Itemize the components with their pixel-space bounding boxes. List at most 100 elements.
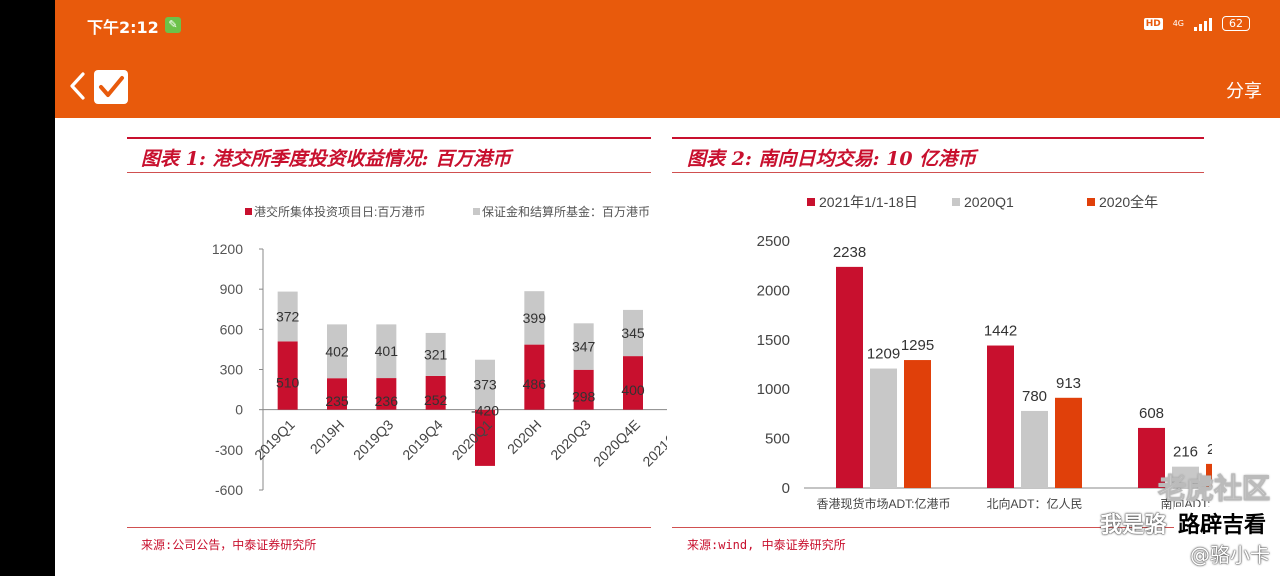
left-title-bottom-rule [127,172,651,173]
y-tick-label: 2000 [757,282,790,299]
checkmark-icon [99,76,124,97]
legend-label-0: 港交所集体投资项目日:百万港币 [254,204,425,219]
right-chart: 2021年1/1-18日 2020Q1 2020全年 2500 2000 1500 1000… [757,194,1212,511]
legend-swatch-0 [245,208,252,215]
data-label: 608 [1139,405,1164,422]
y-tick-label: 1000 [757,381,790,398]
data-label-bottom: 252 [424,392,448,408]
x-tick-label: 2020Q3 [547,416,594,463]
select-checkbox[interactable] [94,70,128,104]
data-label-top: 399 [523,310,547,326]
left-chart-title: 图表 1: 港交所季度投资收益情况: 百万港币 [141,148,512,170]
data-label-top: 347 [572,339,596,355]
legend-swatch-0 [807,198,815,206]
status-icons: HD 4G 62 [1143,16,1250,31]
bar-segment-red [623,356,643,410]
bar-2-2 [1206,463,1212,488]
x-tick-label: 2019Q3 [350,416,397,463]
y-tick-label: 500 [765,431,790,448]
back-arrow-icon[interactable] [67,71,89,101]
y-tick-label: 0 [782,480,790,497]
bar-0-1 [870,368,897,488]
bar-segment-grey [425,332,446,376]
data-label: 216 [1173,444,1198,461]
y-tick-label: -600 [215,482,243,498]
data-label-top: 373 [473,377,497,393]
bar-segment-red [475,409,495,466]
x-tick-label: 2020H [504,416,544,456]
left-title-top-rule [127,137,651,139]
x-tick-label: 2019Q1 [251,416,298,463]
bar-segment-grey [524,291,545,345]
group-label: 北向ADT：亿人民 [986,496,1082,511]
battery-indicator: 62 [1222,16,1250,31]
y-tick-label: -300 [215,442,243,458]
legend-label-0: 2021年1/1-18日 [819,194,918,210]
data-label-bottom: 400 [621,382,645,398]
status-time: 下午2:12 [87,18,159,37]
data-label: 2238 [833,244,866,261]
bar-segment-grey [376,324,397,379]
y-tick-label: 2500 [757,233,790,250]
data-label-top: 402 [325,343,349,359]
bar-segment-grey [327,324,347,379]
legend-label-1: 保证金和结算所基金：百万港币 [482,204,650,219]
data-label-bottom: 510 [276,375,300,391]
group-label: 香港现货市场ADT:亿港币 [816,496,950,511]
share-button[interactable]: 分享 [1226,81,1262,102]
left-source-rule [127,527,651,528]
y-tick-label: 300 [220,362,244,378]
x-tick-label: 2021Q1E [639,416,667,469]
legend-swatch-1 [473,208,480,215]
data-label: 913 [1056,375,1081,392]
data-label-top: 372 [276,308,300,324]
data-label-top: 321 [424,346,448,362]
app-screen: 下午2:12 ✎ HD 4G 62 分享 图表 1: 港交所季度投资收益情况: … [55,0,1280,576]
data-label-bottom: 298 [572,389,596,405]
data-label: 780 [1022,388,1047,405]
data-label-bottom: -420 [471,403,499,419]
y-tick-label: 900 [220,281,244,297]
right-source-rule [672,527,1204,528]
bar-segment-grey [573,323,594,370]
watermark-line-1: 老虎社区 [1157,472,1270,506]
signal-icon [1194,17,1212,31]
bar-segment-grey [623,309,643,357]
bar-1-2 [1055,397,1082,488]
data-label: 1442 [984,323,1017,340]
data-label-top: 345 [621,325,645,341]
y-tick-label: 600 [220,321,244,337]
watermark-line-2: 我是骆 路辟吉看 [1100,507,1270,539]
bar-segment-red [524,344,545,410]
left-source: 来源:公司公告，中泰证券研究所 [141,538,317,552]
watermark-line-2-text: 我是骆 [1100,513,1167,538]
data-label: 1209 [867,346,900,363]
bar-0-2 [904,360,931,488]
bar-0-0 [836,266,863,488]
watermark: 老虎社区 我是骆 路辟吉看 @骆小卡 [1100,467,1270,568]
x-tick-label: 2019H [307,416,347,456]
bar-segment-red [425,375,446,410]
right-title-bottom-rule [672,172,1204,173]
bar-segment-red [573,369,594,410]
data-label-bottom: 236 [375,393,399,409]
y-tick-label: 1500 [757,332,790,349]
right-chart-title: 图表 2: 南向日均交易: 10 亿港币 [687,148,977,170]
data-label-top: 401 [375,343,399,359]
y-tick-label: 0 [235,402,243,418]
bar-segment-red [277,341,298,410]
bar-segment-grey [277,291,298,342]
bar-2-1 [1172,466,1199,488]
legend-swatch-2 [1087,198,1095,206]
legend-swatch-1 [952,198,960,206]
bar-1-0 [987,345,1014,488]
bar-segment-red [376,378,397,410]
bar-segment-red [327,378,347,410]
bar-segment-grey [475,359,495,410]
watermark-line-3: 路辟吉看 [1173,507,1270,539]
data-label-bottom: 486 [523,376,547,392]
app-notification-icon: ✎ [165,17,181,33]
bar-1-1 [1021,410,1048,488]
legend-label-1: 2020Q1 [964,194,1014,210]
bar-2-0 [1138,427,1165,488]
